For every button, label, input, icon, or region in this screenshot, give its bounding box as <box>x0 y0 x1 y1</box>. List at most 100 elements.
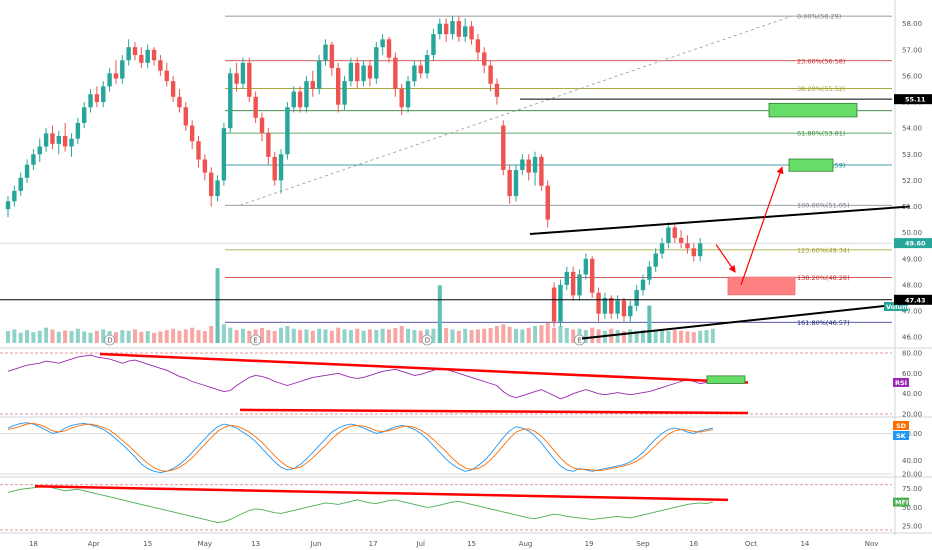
volume-bar <box>571 329 576 343</box>
fib-level-label: 38.20%(55.52) <box>797 85 845 93</box>
volume-bar <box>507 326 512 343</box>
price-tag-label: 47.43 <box>905 296 926 304</box>
candle-body <box>456 21 462 37</box>
volume-bar <box>133 329 137 343</box>
candle-body <box>399 88 404 108</box>
volume-bar <box>450 329 455 343</box>
volume-bar <box>698 330 703 343</box>
volume-bar <box>374 330 379 343</box>
volume-bar <box>196 330 201 343</box>
candle-body <box>609 297 614 314</box>
target-box-lower <box>788 158 834 172</box>
time-tick-label: 19 <box>585 540 594 548</box>
volume-layer <box>6 268 715 343</box>
price-tick-label: 49.00 <box>902 255 922 263</box>
candle-body <box>285 107 290 155</box>
volume-bar <box>431 328 436 343</box>
volume-spike-bar <box>647 305 652 343</box>
event-marker <box>250 334 262 346</box>
candle-body <box>189 125 195 142</box>
volume-bar <box>202 331 207 343</box>
price-tick-label: 57.00 <box>902 46 922 54</box>
candle-body <box>196 141 201 160</box>
volume-bar <box>228 327 233 343</box>
candle-body <box>488 65 493 84</box>
price-tick-label: 50.00 <box>902 229 922 237</box>
candle-body <box>437 23 442 35</box>
event-marker <box>104 334 115 346</box>
candle-body <box>507 169 512 197</box>
volume-bar <box>12 329 17 343</box>
candle-body <box>164 70 169 82</box>
candle-body <box>234 73 239 84</box>
volume-bar <box>615 330 620 343</box>
volume-tag <box>884 302 908 311</box>
axis-layer: 58.0057.0056.0055.0054.0053.0052.0051.00… <box>29 20 932 548</box>
candle-body <box>278 154 284 181</box>
price-tag-label: 55.11 <box>905 96 926 104</box>
fib-level-label: 123.60%(49.34) <box>797 246 850 254</box>
volume-bar <box>704 330 709 343</box>
volume-bar <box>298 330 303 343</box>
candle-body <box>431 34 436 56</box>
candle-body <box>361 65 366 82</box>
volume-bar <box>50 329 55 343</box>
volume-bar <box>329 330 334 343</box>
candle-body <box>297 91 303 108</box>
time-tick-label: 17 <box>369 540 378 548</box>
candle-body <box>590 258 595 293</box>
volume-bar <box>418 330 423 343</box>
volume-bar <box>666 331 671 343</box>
volume-bar <box>355 328 360 343</box>
price-tick-label: 52.00 <box>902 177 922 185</box>
indicators-layer <box>0 352 892 531</box>
candle-body <box>107 73 112 87</box>
volume-bar <box>514 328 518 343</box>
volume-bar <box>304 329 309 343</box>
candle-body <box>336 68 341 105</box>
volume-bar <box>31 332 36 343</box>
volume-bar <box>260 328 264 343</box>
rsi-lower-trendline <box>239 408 749 415</box>
candle-body <box>120 60 125 79</box>
price-tick-label: 48.00 <box>902 281 922 289</box>
candle-body <box>170 81 176 97</box>
volume-bar <box>406 328 411 343</box>
stoch-k-line <box>7 422 713 474</box>
candle-body <box>304 81 309 108</box>
price-tick-label: 56.00 <box>902 72 922 80</box>
candle-body <box>558 284 563 322</box>
volume-bar <box>177 330 182 343</box>
candle-body <box>247 62 252 97</box>
candle-body <box>526 159 531 173</box>
grid-layer <box>0 0 932 535</box>
price-tag <box>894 94 932 105</box>
candle-body <box>240 62 246 84</box>
stoch-tick-label: 40.00 <box>902 457 922 465</box>
fib-trend-connector <box>239 15 793 206</box>
candle-body <box>685 243 690 249</box>
volume-bar <box>475 329 480 343</box>
volume-bar <box>120 330 125 343</box>
candle-body <box>621 300 627 317</box>
time-tick-label: 15 <box>467 540 476 548</box>
rsi-line <box>7 354 713 400</box>
stoch-k-tag <box>893 431 909 440</box>
volume-bar <box>152 332 157 343</box>
volume-bar <box>469 330 474 343</box>
candle-body <box>126 47 131 61</box>
event-marker-label: D <box>107 337 112 345</box>
candle-body <box>50 133 55 144</box>
candle-body <box>94 94 100 103</box>
candle-body <box>151 49 157 61</box>
candle-body <box>37 146 42 155</box>
time-tick-label: 16 <box>689 540 698 548</box>
mfi-tag <box>893 497 909 507</box>
candle-body <box>583 258 589 275</box>
volume-bar <box>69 331 74 343</box>
volume-bar <box>533 326 538 343</box>
candle-body <box>259 117 265 134</box>
volume-bar <box>88 332 93 343</box>
